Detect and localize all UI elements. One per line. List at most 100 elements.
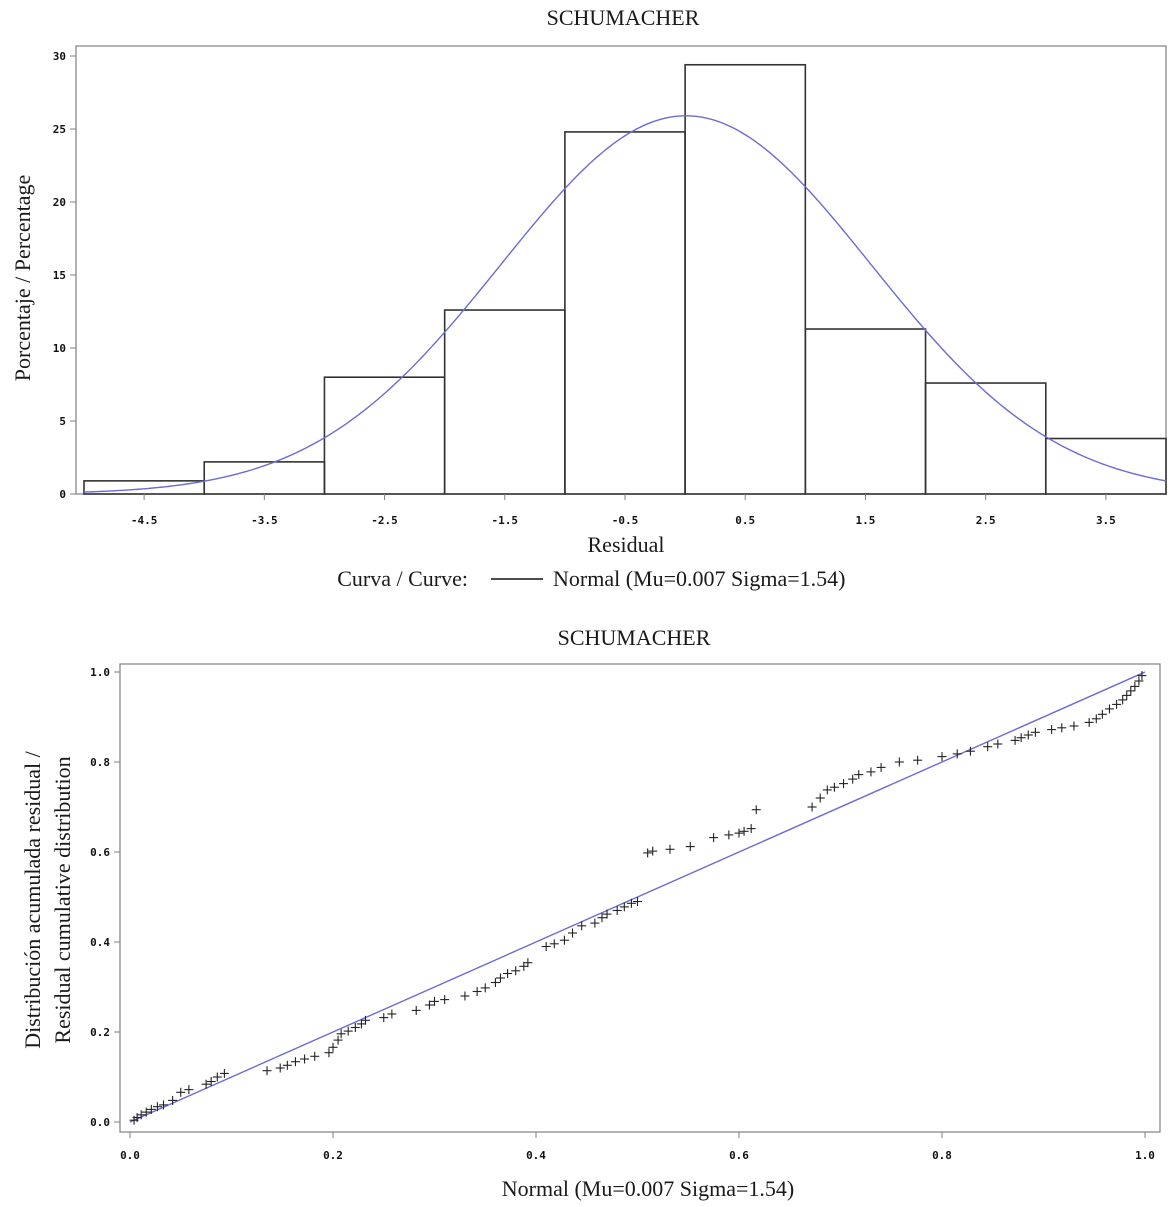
y-tick-label: 0.8 xyxy=(90,756,110,769)
histogram-bar xyxy=(323,376,446,495)
legend-prefix: Curva / Curve: xyxy=(337,566,468,591)
pp-plot-point xyxy=(965,746,975,756)
pp-plot-point xyxy=(333,1035,343,1045)
y-tick-label: 15 xyxy=(53,269,66,282)
pp-plot-point xyxy=(866,767,876,777)
pp-plot-point xyxy=(141,1107,151,1117)
pp-plot-point xyxy=(290,1057,300,1067)
pp-plot-y-ticks: 0.0 0.2 0.4 0.6 0.8 1.0 xyxy=(90,666,120,1129)
pp-plot-point xyxy=(829,782,839,792)
y-tick-label: 0.0 xyxy=(90,1116,110,1129)
pp-plot-title: SCHUMACHER xyxy=(558,625,711,650)
pp-plot-point xyxy=(983,742,993,752)
pp-plot-point xyxy=(822,785,832,795)
pp-plot-point xyxy=(480,983,490,993)
pp-plot-point xyxy=(310,1051,320,1061)
pp-plot-point xyxy=(734,828,744,838)
y-tick-label: 1.0 xyxy=(90,666,110,679)
pp-plot-point xyxy=(549,939,559,949)
histogram-bar xyxy=(443,309,566,495)
pp-plot-points xyxy=(129,671,1147,1125)
pp-plot-point xyxy=(206,1077,216,1086)
pp-plot-point xyxy=(876,762,886,772)
pp-plot-point xyxy=(490,978,500,987)
pp-plot-point xyxy=(1130,681,1140,691)
pp-plot-point xyxy=(1084,717,1094,727)
pp-plot-point xyxy=(350,1023,360,1032)
pp-plot-point xyxy=(1069,721,1079,731)
pp-plot-point xyxy=(685,842,695,852)
pp-plot-point xyxy=(219,1068,229,1078)
pp-plot-point xyxy=(739,826,749,836)
x-tick-label: 0.4 xyxy=(526,1149,546,1162)
pp-plot-point xyxy=(559,935,569,945)
pp-plot-point xyxy=(993,739,1003,749)
histogram-y-axis-label: Porcentaje / Percentage xyxy=(10,175,35,381)
pp-plot-point xyxy=(324,1048,334,1058)
pp-plot-point xyxy=(523,958,533,968)
pp-plot-y-axis-label-line2: Residual cumulative distribution xyxy=(50,756,75,1043)
pp-plot-chart: SCHUMACHER 0.00.20.40.60.81.0 0.0 0.2 0.4 0… xyxy=(20,625,1161,1201)
pp-plot-point xyxy=(619,902,629,912)
pp-plot-point xyxy=(168,1095,178,1105)
pp-plot-point xyxy=(387,1009,397,1019)
y-tick-label: 5 xyxy=(59,415,66,428)
x-tick-label: 3.5 xyxy=(1096,514,1116,527)
pp-plot-point xyxy=(643,848,653,858)
histogram-plot-frame xyxy=(75,45,1167,495)
pp-plot-x-ticks: 0.0 0.2 0.4 0.6 0.8 1.0 xyxy=(120,1132,1155,1162)
histogram-y-ticks: 0 5 10 15 20 25 30 xyxy=(53,50,76,501)
pp-plot-point xyxy=(1118,695,1128,705)
pp-plot-point xyxy=(300,1054,310,1064)
pp-plot-point xyxy=(1047,725,1057,735)
pp-plot-point xyxy=(1134,676,1144,686)
y-tick-label: 25 xyxy=(53,123,66,136)
pp-plot-point xyxy=(343,1026,353,1036)
histogram-title: SCHUMACHER xyxy=(547,5,700,30)
x-tick-label: -0.5 xyxy=(612,514,639,527)
legend-label: Normal (Mu=0.007 Sigma=1.54) xyxy=(553,566,845,591)
histogram-bar xyxy=(564,131,686,495)
pp-plot-point xyxy=(1137,671,1147,681)
pp-plot-point xyxy=(709,833,719,843)
pp-plot-point xyxy=(282,1060,292,1070)
pp-plot-point xyxy=(1126,686,1136,696)
pp-plot-point xyxy=(577,921,587,931)
pp-plot-point xyxy=(1030,727,1040,737)
x-tick-label: -4.5 xyxy=(131,514,158,527)
x-tick-label: 1.0 xyxy=(1135,1149,1155,1162)
pp-plot-point xyxy=(262,1066,272,1076)
pp-plot-point xyxy=(839,779,849,789)
pp-plot-point xyxy=(201,1079,211,1089)
pp-plot-point xyxy=(1023,730,1033,740)
histogram-bar xyxy=(924,382,1047,495)
histogram-bar xyxy=(684,63,807,495)
pp-plot-point xyxy=(511,966,521,976)
pp-plot-point xyxy=(894,757,904,767)
y-tick-label: 0.4 xyxy=(90,936,110,949)
y-tick-label: 10 xyxy=(53,342,66,355)
y-tick-label: 0 xyxy=(59,488,66,501)
pp-plot-point xyxy=(472,987,482,996)
x-tick-label: 2.5 xyxy=(976,514,996,527)
pp-plot-point xyxy=(495,973,505,983)
pp-plot-point xyxy=(158,1100,168,1110)
histogram-bars xyxy=(83,63,1167,495)
pp-plot-point xyxy=(590,918,600,928)
pp-plot-point xyxy=(430,996,439,1006)
pp-plot-point xyxy=(379,1013,389,1023)
pp-plot-point xyxy=(1091,714,1101,724)
pp-plot-point xyxy=(1104,704,1114,714)
pp-plot-point xyxy=(815,793,825,803)
pp-plot-point xyxy=(1010,735,1020,745)
x-tick-label: -3.5 xyxy=(251,514,278,527)
pp-plot-point xyxy=(146,1104,156,1114)
pp-plot-point xyxy=(626,898,636,908)
pp-plot-y-axis-label-line1: Distribución acumulada residual / xyxy=(20,750,45,1048)
pp-plot-point xyxy=(597,913,607,923)
y-tick-label: 0.6 xyxy=(90,846,110,859)
pp-plot-point xyxy=(440,995,450,1005)
pp-plot-point xyxy=(633,897,642,906)
pp-plot-point xyxy=(503,969,513,978)
